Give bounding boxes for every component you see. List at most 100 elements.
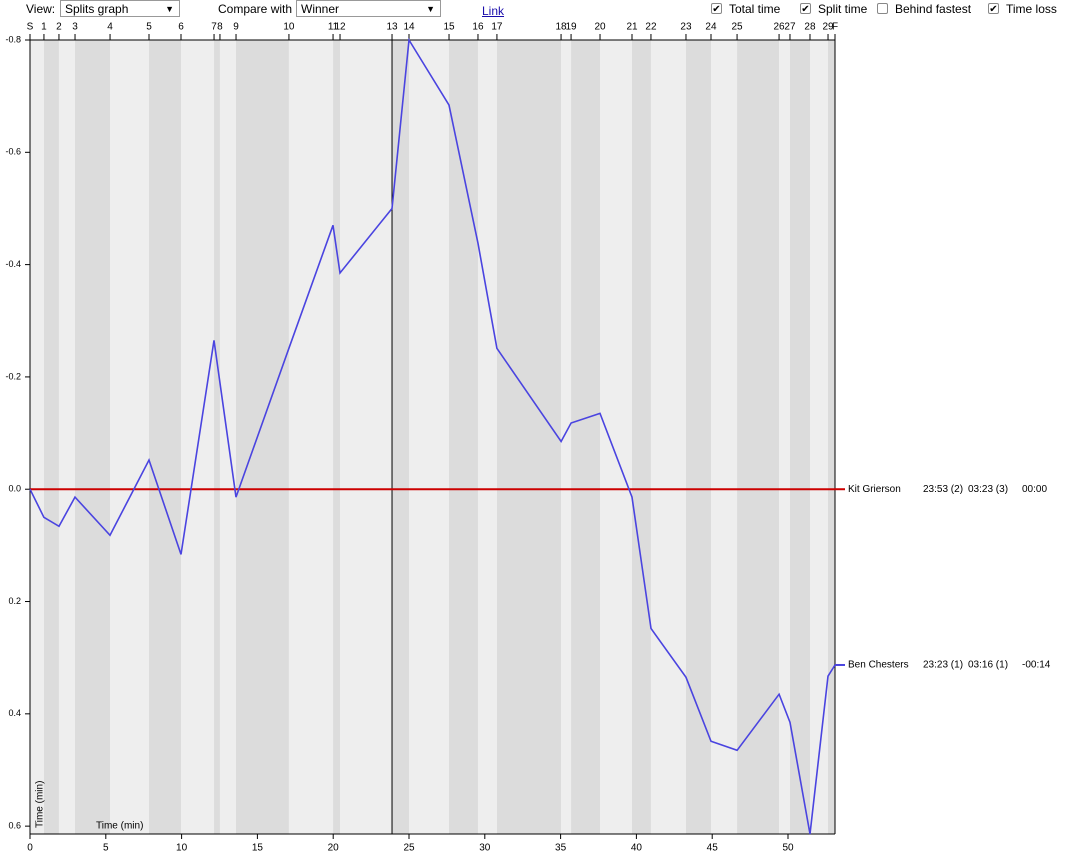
x-tick-label: 40 <box>631 843 643 854</box>
legend-total: 23:53 (2) <box>923 484 963 495</box>
leg-band <box>571 40 601 834</box>
y-axis-label: Time (min) <box>35 781 46 828</box>
compare-value: Winner <box>301 2 340 16</box>
control-label: 20 <box>594 22 606 33</box>
legend-name: Ben Chesters <box>848 660 909 671</box>
control-label: 8 <box>217 22 223 33</box>
control-label: 27 <box>784 22 796 33</box>
leg-band <box>288 40 334 834</box>
compare-label: Compare with <box>218 2 293 16</box>
control-label: 10 <box>283 22 295 33</box>
control-label: 12 <box>334 22 346 33</box>
leg-band <box>828 40 835 834</box>
leg-band <box>340 40 393 834</box>
control-label: 26 <box>773 22 785 33</box>
leg-band <box>477 40 497 834</box>
leg-band <box>43 40 59 834</box>
legend-name: Kit Grierson <box>848 484 901 495</box>
leg-band <box>58 40 76 834</box>
control-label: 17 <box>491 22 503 33</box>
control-label: 9 <box>233 22 239 33</box>
checkbox[interactable]: ✔ <box>988 3 999 15</box>
x-tick-label: 15 <box>252 843 264 854</box>
checkbox-label: Time loss <box>1006 2 1057 16</box>
view-select[interactable]: Splits graph ▼ <box>60 0 180 17</box>
control-label: 13 <box>386 22 398 33</box>
control-label: 24 <box>705 22 717 33</box>
control-label: 2 <box>56 22 62 33</box>
leg-band <box>180 40 215 834</box>
x-tick-label: 25 <box>403 843 415 854</box>
control-label: 11 <box>328 22 339 33</box>
link[interactable]: Link <box>482 4 505 18</box>
legend-total: 23:23 (1) <box>923 660 963 671</box>
legend-split: 03:16 (1) <box>968 660 1008 671</box>
control-label: S <box>27 22 34 33</box>
control-label: 18 <box>555 22 567 33</box>
checkbox-label: Behind fastest <box>895 2 972 16</box>
control-label: 25 <box>732 22 744 33</box>
checkbox[interactable]: ✔ <box>800 3 811 15</box>
y-tick-label: 0.0 <box>8 484 21 494</box>
leg-band <box>449 40 478 834</box>
leg-band <box>75 40 111 834</box>
control-label: 3 <box>72 22 78 33</box>
leg-band <box>710 40 738 834</box>
leg-band <box>809 40 829 834</box>
legend-loss: -00:14 <box>1022 660 1051 671</box>
leg-band <box>789 40 810 834</box>
leg-band <box>496 40 562 834</box>
checkbox[interactable] <box>877 3 888 14</box>
view-value: Splits graph <box>65 2 129 16</box>
control-label: F <box>832 22 838 33</box>
control-label: 21 <box>626 22 638 33</box>
control-label: 7 <box>211 22 217 33</box>
control-label: 29 <box>822 22 834 33</box>
legend-loss: 00:00 <box>1022 484 1047 495</box>
checkbox[interactable]: ✔ <box>711 3 722 15</box>
x-tick-label: 35 <box>555 843 567 854</box>
leg-band <box>685 40 711 834</box>
series-line <box>29 37 836 835</box>
y-tick-label: 0.2 <box>8 596 21 606</box>
view-label: View: <box>26 2 56 16</box>
control-label: 19 <box>566 22 578 33</box>
control-label: 1 <box>41 22 47 33</box>
control-label: 22 <box>645 22 657 33</box>
control-label: 23 <box>680 22 692 33</box>
x-axis-label: Time (min) <box>96 821 143 832</box>
checkbox-label: Total time <box>729 2 781 16</box>
y-tick-label: -0.4 <box>5 259 21 269</box>
leg-band <box>779 40 790 834</box>
checkbox-label: Split time <box>818 2 868 16</box>
control-label: 5 <box>146 22 152 33</box>
y-tick-label: -0.2 <box>5 371 21 381</box>
control-label: 16 <box>472 22 484 33</box>
leg-band <box>214 40 220 834</box>
leg-band <box>632 40 651 834</box>
leg-band <box>561 40 572 834</box>
legend-split: 03:23 (3) <box>968 484 1008 495</box>
x-tick-label: 0 <box>27 843 33 854</box>
x-tick-label: 20 <box>328 843 340 854</box>
x-tick-label: 50 <box>782 843 794 854</box>
leg-band <box>149 40 181 834</box>
compare-select[interactable]: Winner ▼ <box>296 0 441 17</box>
x-tick-label: 30 <box>479 843 491 854</box>
control-label: 4 <box>107 22 113 33</box>
y-tick-label: -0.8 <box>5 34 21 44</box>
leg-band <box>409 40 450 834</box>
y-tick-label: 0.4 <box>8 708 21 718</box>
y-tick-label: 0.6 <box>8 821 21 831</box>
leg-band <box>110 40 150 834</box>
x-tick-label: 10 <box>176 843 188 854</box>
leg-band <box>737 40 780 834</box>
control-label: 28 <box>804 22 816 33</box>
x-tick-label: 5 <box>103 843 109 854</box>
leg-band <box>392 40 410 834</box>
leg-band <box>236 40 289 834</box>
control-label: 15 <box>443 22 455 33</box>
leg-band <box>650 40 686 834</box>
